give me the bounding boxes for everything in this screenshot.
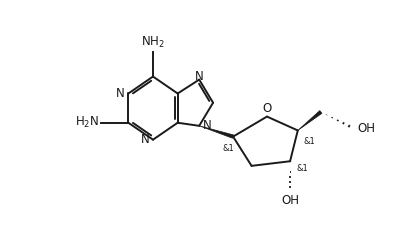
Text: NH$_2$: NH$_2$: [141, 35, 165, 50]
Text: N: N: [140, 133, 149, 146]
Text: N: N: [203, 119, 212, 132]
Text: N: N: [195, 70, 204, 83]
Text: OH: OH: [357, 122, 375, 135]
Text: O: O: [262, 102, 271, 115]
Text: &1: &1: [296, 164, 308, 173]
Text: &1: &1: [222, 144, 234, 153]
Text: N: N: [116, 87, 124, 100]
Text: H$_2$N: H$_2$N: [75, 115, 99, 130]
Polygon shape: [298, 111, 322, 131]
Text: &1: &1: [304, 137, 316, 146]
Polygon shape: [199, 126, 234, 138]
Text: OH: OH: [281, 194, 299, 207]
